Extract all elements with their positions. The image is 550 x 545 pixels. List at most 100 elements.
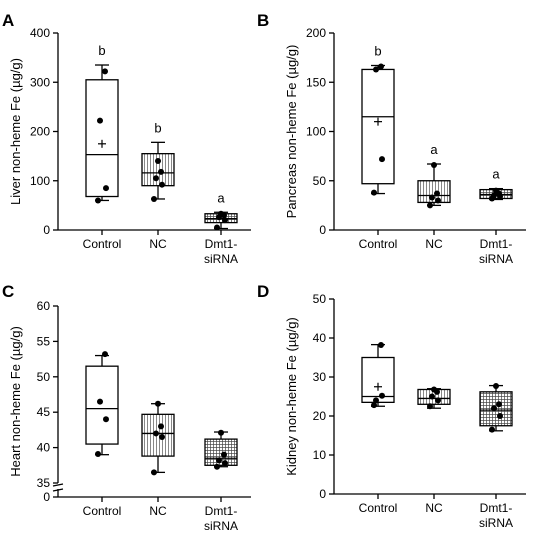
y-tick-label: 45	[37, 405, 51, 419]
y-tick-label: 10	[313, 448, 327, 462]
data-point	[214, 224, 220, 231]
significance-letter: b	[374, 44, 381, 59]
y-tick-label: 40	[37, 441, 51, 455]
data-point	[491, 192, 497, 199]
x-tick-label: Dmt1-siRNA	[479, 237, 513, 266]
data-point	[97, 117, 103, 124]
significance-letter: b	[98, 43, 105, 58]
box-1	[361, 342, 395, 409]
y-tick-label: 0	[319, 223, 326, 237]
y-tick-label: 400	[30, 26, 50, 40]
x-tick-label: Control	[359, 501, 398, 515]
data-point	[95, 450, 101, 457]
data-point	[155, 400, 161, 407]
x-tick-label: Control	[359, 237, 398, 251]
significance-letter: b	[154, 120, 161, 135]
data-point	[489, 426, 495, 433]
data-point	[429, 194, 435, 201]
data-point	[373, 397, 379, 404]
data-point	[158, 423, 164, 430]
x-tick-label: Dmt1-siRNA	[479, 501, 513, 530]
box-3	[479, 382, 513, 433]
data-point	[216, 457, 222, 464]
data-point	[496, 401, 502, 408]
panel-label: D	[257, 282, 269, 301]
y-tick-label: 150	[306, 75, 326, 89]
panel-label: B	[257, 11, 269, 30]
box-2	[141, 400, 175, 476]
data-point	[95, 197, 101, 204]
data-point	[373, 66, 379, 73]
box-1: b	[361, 44, 395, 196]
significance-letter: a	[430, 142, 438, 157]
data-point	[435, 397, 441, 404]
data-point	[429, 393, 435, 400]
significance-letter: a	[492, 167, 500, 182]
data-point	[102, 68, 108, 75]
data-point	[221, 451, 227, 458]
box-body	[417, 180, 451, 204]
y-axis-label: Pancreas non-heme Fe (µg/g)	[284, 45, 299, 219]
panel-d: D 0 10 20 30 40 50 Control NC Dmt1-siRNA Kidney no…	[257, 282, 526, 530]
box-body	[85, 365, 119, 445]
data-point	[151, 195, 157, 202]
panel-label: A	[2, 11, 14, 30]
data-point	[153, 175, 159, 182]
data-point	[222, 217, 228, 224]
y-tick-label: 20	[313, 409, 327, 423]
y-axis-label: Kidney non-heme Fe (µg/g)	[284, 317, 299, 476]
box-body	[361, 68, 395, 185]
x-tick-label: Dmt1-siRNA	[204, 504, 238, 533]
x-tick-label: Control	[83, 237, 122, 251]
box-1: b	[85, 43, 119, 204]
axis-break-mark	[52, 483, 64, 487]
y-tick-label: 30	[313, 370, 327, 384]
significance-letter: a	[217, 190, 225, 205]
data-point	[427, 202, 433, 209]
box-1	[85, 351, 119, 457]
x-tick-label: Dmt1-siRNA	[204, 237, 238, 266]
data-point	[102, 351, 108, 358]
data-point	[378, 342, 384, 349]
data-point	[497, 413, 503, 419]
data-point	[431, 161, 437, 168]
y-tick-label: 200	[30, 125, 50, 139]
data-point	[218, 210, 224, 217]
y-tick-label: 0	[43, 223, 50, 237]
data-point	[379, 156, 385, 163]
data-point	[218, 429, 224, 436]
box-3	[204, 429, 238, 470]
box-2: b	[141, 120, 175, 202]
x-tick-label: Control	[83, 504, 122, 518]
axis-break-mark	[52, 488, 64, 492]
y-tick-label: 40	[313, 331, 327, 345]
y-tick-label: 0	[43, 490, 50, 504]
x-tick-label: NC	[149, 237, 167, 251]
data-point	[493, 382, 499, 389]
data-point	[159, 181, 165, 188]
y-tick-label: 100	[306, 125, 326, 139]
box-2: a	[417, 142, 451, 209]
y-axis-label: Liver non-heme Fe (µg/g)	[8, 58, 23, 205]
y-tick-label: 0	[319, 487, 326, 501]
y-tick-label: 55	[37, 334, 51, 348]
y-tick-label: 50	[313, 292, 327, 306]
data-point	[493, 187, 499, 194]
data-point	[103, 185, 109, 192]
data-point	[151, 469, 157, 476]
y-tick-label: 100	[30, 174, 50, 188]
x-tick-label: NC	[425, 237, 443, 251]
data-point	[378, 63, 384, 70]
data-point	[103, 416, 109, 423]
data-point	[434, 190, 440, 197]
box-3: a	[204, 190, 238, 231]
data-point	[435, 197, 441, 204]
panel-a: A 0 100 200 300 400 Control NC Dmt1-siRNA Liver n…	[2, 11, 251, 266]
x-tick-label: NC	[425, 501, 443, 515]
panel-label: C	[2, 282, 14, 301]
data-point	[214, 463, 220, 470]
data-point	[371, 189, 377, 196]
data-point	[431, 386, 437, 393]
data-point	[159, 433, 165, 440]
